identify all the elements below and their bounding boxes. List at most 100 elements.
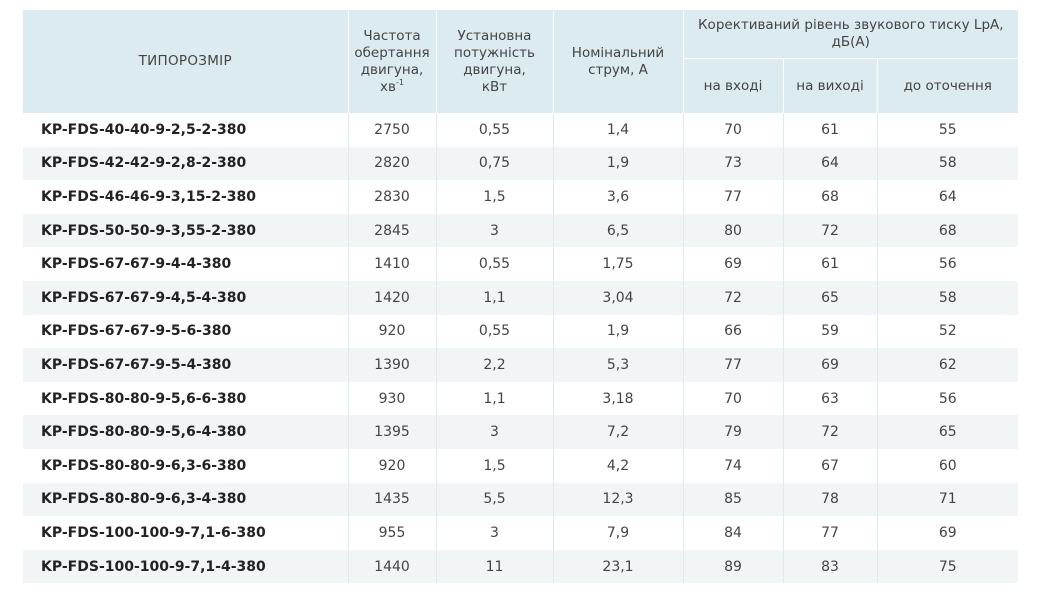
cell-speed: 920 [347, 314, 436, 349]
cell-inlet: 70 [682, 113, 783, 147]
cell-model: KP-FDS-67-67-9-5-4-380 [23, 348, 348, 382]
header-surroundings: до оточення [876, 58, 1019, 113]
cell-speed: 2830 [347, 180, 436, 214]
table-row: KP-FDS-67-67-9-5-4-380 1390 2,2 5,3 77 69 62 [23, 348, 1019, 382]
cell-speed: 2845 [347, 213, 436, 248]
cell-inlet: 89 [682, 549, 783, 584]
header-power: Установна потужність двигуна, кВт [435, 10, 553, 113]
cell-power: 2,2 [435, 348, 553, 382]
cell-outlet: 63 [782, 381, 877, 416]
cell-model: KP-FDS-67-67-9-4-4-380 [41, 256, 232, 273]
cell-speed: 1420 [347, 280, 436, 315]
cell-model: KP-FDS-100-100-9-7,1-6-380 [41, 524, 266, 541]
table-row: KP-FDS-46-46-9-3,15-2-380 2830 1,5 3,6 77 68 6… [23, 180, 1019, 214]
cell-model: KP-FDS-80-80-9-5,6-6-380 [41, 390, 247, 407]
table-body: KP-FDS-40-40-9-2,5-2-380 2750 0,55 1,4 70 61 5… [23, 113, 1019, 584]
cell-current: 3,04 [552, 280, 683, 315]
cell-surroundings: 64 [876, 180, 1019, 214]
cell-speed: 1440 [347, 549, 436, 584]
cell-current: 12,3 [552, 482, 683, 517]
table-row: KP-FDS-80-80-9-6,3-4-380 1435 5,5 12,3 85 78 7… [23, 482, 1019, 517]
cell-speed: 1435 [347, 482, 436, 517]
cell-current: 7,9 [552, 516, 683, 550]
cell-surroundings: 58 [876, 280, 1019, 315]
cell-surroundings: 55 [876, 113, 1019, 147]
cell-current: 6,5 [552, 213, 683, 248]
table-row: KP-FDS-42-42-9-2,8-2-380 2820 0,75 1,9 73 64 5… [23, 146, 1019, 181]
cell-outlet: 67 [782, 448, 877, 483]
cell-model: KP-FDS-46-46-9-3,15-2-380 [41, 188, 257, 205]
cell-speed: 2750 [347, 113, 436, 147]
cell-power: 1,1 [435, 381, 553, 416]
cell-model: KP-FDS-80-80-9-6,3-6-380 [41, 457, 247, 474]
cell-power: 1,1 [435, 280, 553, 315]
cell-outlet: 65 [782, 280, 877, 315]
cell-surroundings: 60 [876, 448, 1019, 483]
cell-inlet: 73 [682, 146, 783, 181]
cell-current: 23,1 [552, 549, 683, 584]
cell-speed: 920 [347, 448, 436, 483]
cell-outlet: 77 [782, 516, 877, 550]
cell-inlet: 66 [682, 314, 783, 349]
cell-model: KP-FDS-42-42-9-2,8-2-380 [23, 146, 348, 181]
cell-outlet: 64 [782, 146, 877, 181]
cell-inlet: 85 [682, 482, 783, 517]
cell-current: 1,75 [552, 247, 683, 281]
cell-speed: 2820 [347, 146, 436, 181]
cell-power: 3 [435, 213, 553, 248]
cell-outlet: 83 [782, 549, 877, 584]
cell-surroundings: 56 [876, 247, 1019, 281]
cell-speed: 930 [347, 381, 436, 416]
table-row: KP-FDS-50-50-9-3,55-2-380 2845 3 6,5 80 72 68 [23, 213, 1019, 248]
cell-current: 1,9 [552, 314, 683, 349]
header-outlet: на виході [782, 58, 877, 113]
table-row: KP-FDS-67-67-9-4-4-380 1410 0,55 1,75 69 61 56 [23, 247, 1019, 281]
header-speed: Частота обертання двигуна, хв-1 [347, 10, 436, 113]
cell-inlet: 79 [682, 415, 783, 449]
cell-outlet: 61 [782, 247, 877, 281]
cell-inlet: 72 [682, 280, 783, 315]
cell-power: 0,55 [435, 247, 553, 281]
cell-model: KP-FDS-67-67-9-4,5-4-380 [23, 280, 348, 315]
cell-current: 1,4 [552, 113, 683, 147]
cell-outlet: 72 [782, 415, 877, 449]
cell-speed: 1395 [347, 415, 436, 449]
cell-current: 5,3 [552, 348, 683, 382]
cell-model: KP-FDS-50-50-9-3,55-2-380 [23, 213, 348, 248]
table-row: KP-FDS-100-100-9-7,1-6-380 955 3 7,9 84 77 69 [23, 516, 1019, 550]
cell-power: 0,55 [435, 314, 553, 349]
cell-speed: 955 [347, 516, 436, 550]
cell-power: 3 [435, 516, 553, 550]
cell-outlet: 61 [782, 113, 877, 147]
cell-inlet: 77 [682, 348, 783, 382]
table-row: KP-FDS-40-40-9-2,5-2-380 2750 0,55 1,4 70 61 5… [23, 113, 1019, 147]
specs-table: ТИПОРОЗМІР Частота обертання двигуна, хв… [23, 10, 1019, 584]
cell-power: 1,5 [435, 448, 553, 483]
cell-model: KP-FDS-67-67-9-5-6-380 [41, 323, 232, 340]
cell-current: 3,6 [552, 180, 683, 214]
cell-surroundings: 65 [876, 415, 1019, 449]
cell-inlet: 74 [682, 448, 783, 483]
cell-surroundings: 52 [876, 314, 1019, 349]
cell-power: 0,55 [435, 113, 553, 147]
cell-power: 11 [435, 549, 553, 584]
cell-outlet: 78 [782, 482, 877, 517]
cell-model: KP-FDS-100-100-9-7,1-4-380 [23, 549, 348, 584]
cell-speed: 1410 [347, 247, 436, 281]
cell-model: KP-FDS-80-80-9-6,3-4-380 [23, 482, 348, 517]
table-row: KP-FDS-100-100-9-7,1-4-380 1440 11 23,1 89 83… [23, 549, 1019, 584]
cell-current: 7,2 [552, 415, 683, 449]
cell-model: KP-FDS-80-80-9-5,6-4-380 [23, 415, 348, 449]
cell-inlet: 80 [682, 213, 783, 248]
cell-surroundings: 69 [876, 516, 1019, 550]
cell-inlet: 77 [682, 180, 783, 214]
cell-outlet: 59 [782, 314, 877, 349]
cell-surroundings: 62 [876, 348, 1019, 382]
cell-outlet: 72 [782, 213, 877, 248]
table-row: KP-FDS-67-67-9-5-6-380 920 0,55 1,9 66 59 52 [23, 314, 1019, 349]
cell-surroundings: 71 [876, 482, 1019, 517]
cell-power: 5,5 [435, 482, 553, 517]
cell-power: 1,5 [435, 180, 553, 214]
cell-current: 1,9 [552, 146, 683, 181]
cell-current: 3,18 [552, 381, 683, 416]
